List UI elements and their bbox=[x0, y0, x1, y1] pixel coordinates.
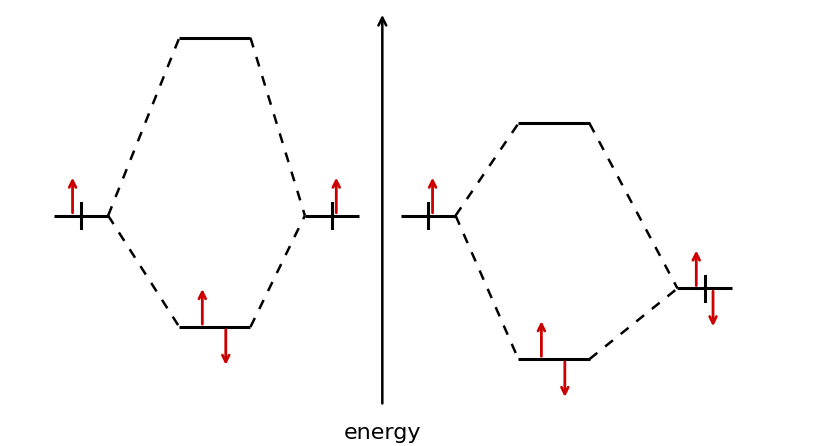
Text: energy: energy bbox=[344, 423, 421, 443]
